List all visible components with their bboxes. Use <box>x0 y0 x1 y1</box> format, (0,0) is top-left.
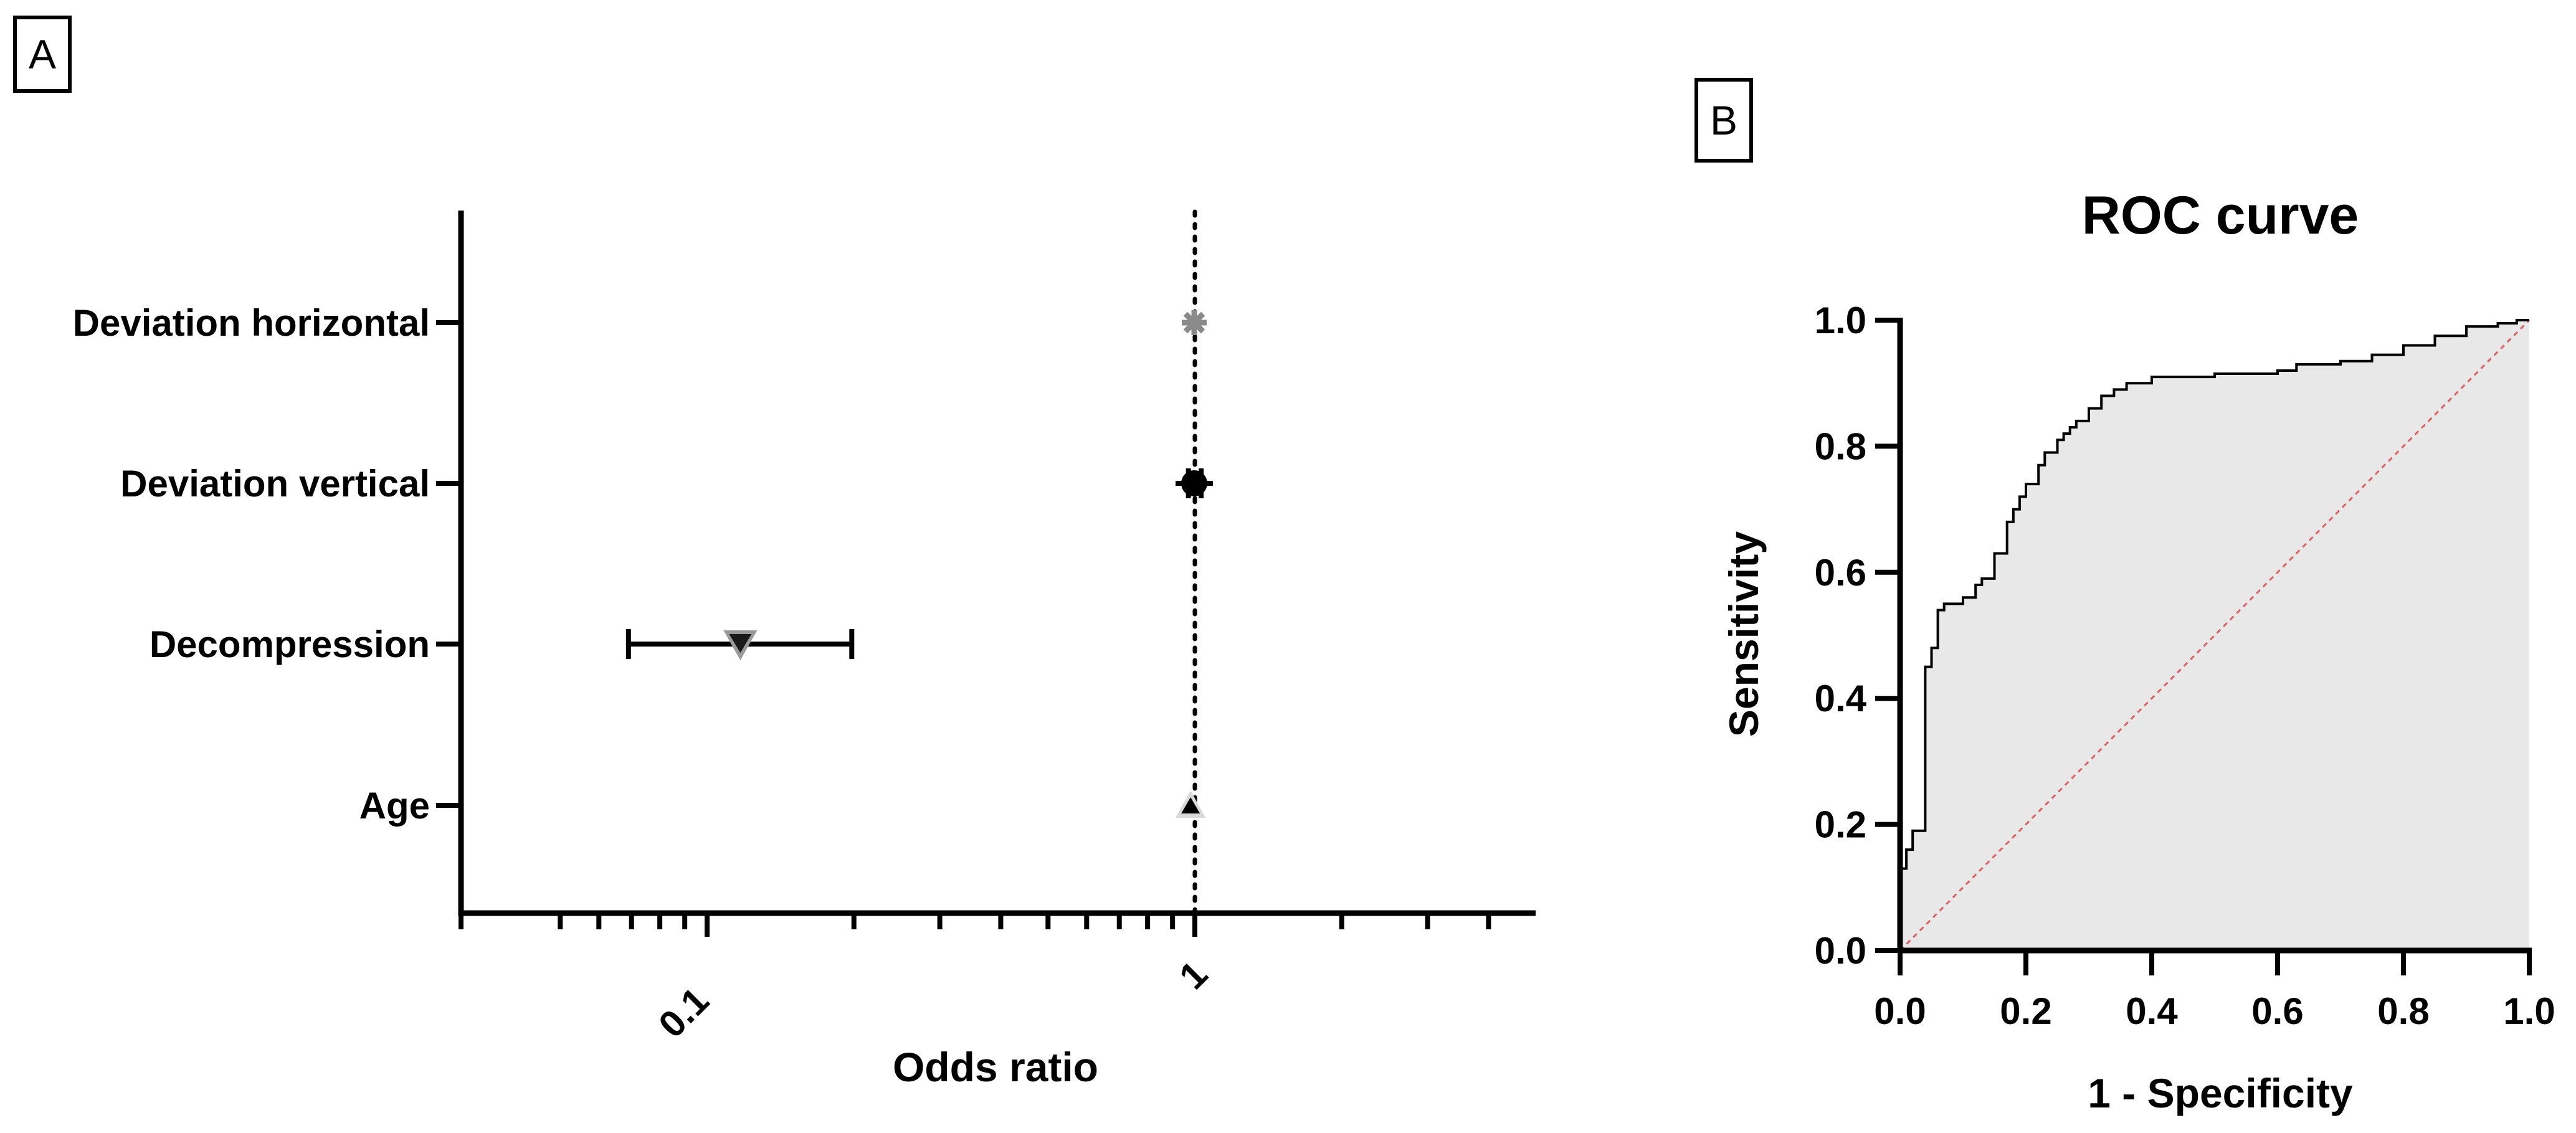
roc-y-axis-title: Sensitivity <box>1721 531 1767 737</box>
roc-y-tick-label: 0.8 <box>1815 425 1866 467</box>
forest-category-label: Age <box>359 785 430 827</box>
roc-x-tick-label: 1.0 <box>2503 990 2555 1032</box>
forest-x-tick-label-0.1: 0.1 <box>650 979 716 1045</box>
roc-y-tick-label: 0.6 <box>1815 552 1866 594</box>
forest-category-label: Deviation horizontal <box>73 302 430 344</box>
roc-curve-line <box>1899 319 2529 950</box>
forest-marker-triangle-down <box>729 634 752 653</box>
roc-x-tick-label: 0.2 <box>2000 990 2051 1032</box>
forest-categories: Deviation horizontal Deviation vertical De… <box>73 302 461 827</box>
roc-reference-diagonal <box>1899 319 2531 952</box>
forest-category-label: Decompression <box>150 623 430 665</box>
roc-x-tick-label: 0.6 <box>2251 990 2303 1032</box>
forest-x-axis-title: Odds ratio <box>893 1044 1098 1090</box>
panel-b-label: B <box>1694 78 1753 163</box>
panel-a-label: A <box>13 16 72 93</box>
roc-x-tick-label: 0.0 <box>1874 990 1926 1032</box>
panel-b-label-text: B <box>1710 97 1737 143</box>
forest-x-tick-label-1: 1 <box>1171 953 1215 997</box>
forest-point <box>1181 310 1207 335</box>
forest-point <box>1175 468 1213 498</box>
roc-x-tick-label: 0.4 <box>2126 990 2178 1032</box>
roc-y-tick-label: 0.0 <box>1815 930 1866 972</box>
forest-point <box>1176 790 1206 818</box>
roc-title: ROC curve <box>2082 186 2359 245</box>
forest-marker-triangle-up <box>1181 797 1200 813</box>
roc-x-tick-label: 0.8 <box>2377 990 2429 1032</box>
forest-x-ticks <box>459 913 1491 937</box>
forest-point <box>625 629 855 660</box>
forest-marker-star <box>1183 311 1205 334</box>
roc-y-tick-label: 1.0 <box>1815 300 1866 341</box>
roc-y-tick-label: 0.2 <box>1815 804 1866 846</box>
forest-marks <box>625 310 1213 818</box>
roc-x-axis-title: 1 - Specificity <box>2088 1070 2353 1116</box>
roc-y-tick-label: 0.4 <box>1815 678 1867 719</box>
forest-category-label: Deviation vertical <box>120 463 430 505</box>
roc-plot: ROC curve 0.0 0.2 0.4 0.6 0.8 1.0 0.0 0.2 0.4 0.6… <box>1721 186 2555 1116</box>
forest-plot: Deviation horizontal Deviation vertical De… <box>73 209 1536 1090</box>
panel-a-label-text: A <box>29 31 56 77</box>
roc-ticks: 0.0 0.2 0.4 0.6 0.8 1.0 0.0 0.2 0.4 0.6 0.8 1.0 <box>1815 300 2555 1032</box>
